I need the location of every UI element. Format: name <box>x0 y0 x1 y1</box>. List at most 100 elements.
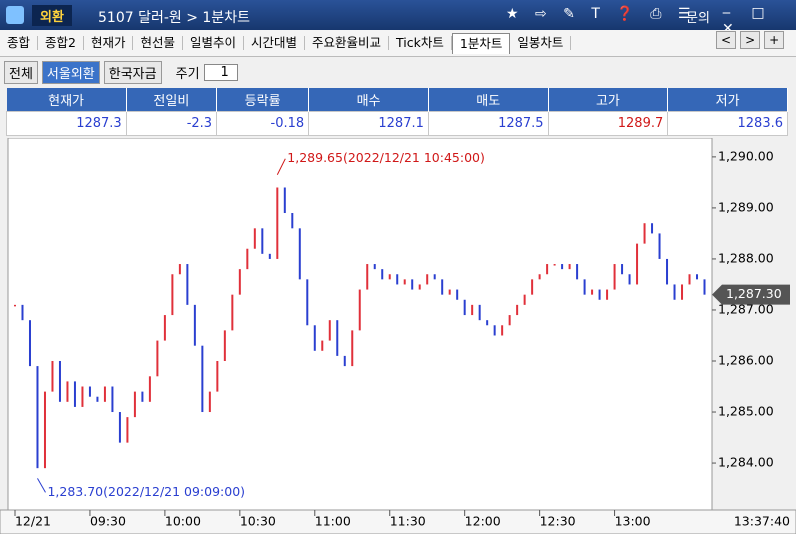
filter-button[interactable]: 한국자금 <box>103 60 162 84</box>
tab[interactable]: Tick차트 <box>389 36 452 50</box>
price-bar <box>591 289 594 295</box>
tab[interactable]: 종합2 <box>38 36 84 50</box>
tab[interactable]: 현선물 <box>133 36 183 50</box>
price-bar <box>681 284 684 300</box>
price-bar <box>501 325 504 336</box>
price-bar <box>156 340 159 377</box>
price-bar <box>246 248 249 270</box>
price-bar <box>96 396 99 402</box>
price-bar <box>621 264 624 275</box>
price-bar <box>21 304 24 321</box>
price-bar <box>276 187 279 259</box>
title-bar: 외환 5107 달러-원 > 1분차트 ★ ⇨ ✎ T ❓ ⎙ ☰ 문의 ‒ □… <box>0 0 796 37</box>
price-bar <box>613 264 616 290</box>
price-bar <box>193 304 196 346</box>
price-bar <box>523 294 526 305</box>
app-icon <box>6 6 24 24</box>
y-tick-label: 1,287.00 <box>718 301 774 316</box>
filter-button[interactable]: 전체 <box>4 60 38 84</box>
tab[interactable]: 종합 <box>0 36 39 50</box>
quote-value: 1287.3 <box>6 111 127 136</box>
price-bar <box>291 213 294 229</box>
price-bar <box>13 304 16 307</box>
x-tick-label: 10:30 <box>240 514 276 529</box>
price-bar <box>43 391 46 469</box>
tab[interactable]: 1분차트 <box>451 32 511 54</box>
price-bar <box>666 258 669 285</box>
price-bar <box>576 264 579 280</box>
annotation-arrow <box>276 158 286 175</box>
price-bar <box>471 304 474 316</box>
price-bar <box>231 294 234 331</box>
price-bar <box>628 274 631 285</box>
price-bar <box>171 274 174 316</box>
price-bar <box>28 320 31 367</box>
price-bar <box>441 279 444 295</box>
period-input[interactable]: 1 <box>203 63 238 81</box>
price-bar <box>688 274 691 285</box>
quote-header: 매도 <box>428 88 549 112</box>
price-bar <box>111 386 114 413</box>
price-bar <box>366 264 369 290</box>
filter-button[interactable]: 서울외환 <box>41 60 100 84</box>
price-bar <box>186 264 189 305</box>
price-bar <box>418 284 421 290</box>
price-bar <box>388 274 391 280</box>
price-bar <box>606 289 609 300</box>
price-bar <box>328 320 331 341</box>
toolbar-icons[interactable]: ★ ⇨ ✎ T ❓ ⎙ ☰ <box>506 6 697 22</box>
x-tick-label: 11:00 <box>315 514 351 529</box>
price-bar <box>208 391 211 413</box>
price-bar <box>73 381 76 407</box>
period-label: 주기 <box>175 66 200 82</box>
x-tick-label: 13:00 <box>615 514 651 529</box>
quote-header: 전일비 <box>126 88 218 112</box>
window-controls[interactable]: ‒ □ ✕ <box>722 5 773 37</box>
price-bar <box>51 360 54 392</box>
price-bar <box>433 274 436 280</box>
window-title: 5107 달러-원 > 1분차트 <box>98 10 250 26</box>
price-bar <box>636 243 639 285</box>
quote-value: 1283.6 <box>667 111 788 136</box>
price-bar <box>133 391 136 418</box>
price-bar <box>486 320 489 326</box>
price-bar <box>673 284 676 300</box>
help[interactable]: 문의 <box>686 11 710 26</box>
price-bar <box>141 391 144 402</box>
price-bar <box>403 279 406 285</box>
price-bar <box>253 228 256 249</box>
tab[interactable]: 일봉차트 <box>510 36 572 50</box>
current-time: 13:37:40 <box>734 514 790 529</box>
quote-header: 등락률 <box>216 88 310 112</box>
price-bar <box>583 279 586 295</box>
x-tick-label: 12/21 <box>15 514 51 529</box>
x-tick-label: 10:00 <box>165 514 201 529</box>
quote-value: 1287.1 <box>308 111 429 136</box>
annotation: 1,289.65(2022/12/21 10:45:00) <box>287 150 485 165</box>
price-bar <box>538 274 541 280</box>
price-bar <box>381 269 384 280</box>
tab[interactable]: 시간대별 <box>244 36 306 50</box>
price-bar <box>148 376 151 402</box>
tab[interactable]: 현재가 <box>84 36 134 50</box>
tab-scroll[interactable]: < > + <box>712 31 790 53</box>
quote-value: -0.18 <box>216 111 310 136</box>
current-price-tag <box>712 284 790 305</box>
y-tick-label: 1,286.00 <box>718 352 774 367</box>
price-bar <box>298 228 301 280</box>
quote-header: 고가 <box>548 88 669 112</box>
price-bar <box>313 325 316 351</box>
price-bar <box>531 279 534 295</box>
tab[interactable]: 일별추이 <box>183 36 245 50</box>
price-bar <box>238 269 241 295</box>
price-bar <box>493 325 496 336</box>
x-tick-label: 12:30 <box>540 514 576 529</box>
current-price-label: 1,287.30 <box>726 286 782 301</box>
tab[interactable]: 주요환율비교 <box>305 36 390 50</box>
price-bar <box>478 304 481 321</box>
price-bar <box>283 187 286 214</box>
price-bar <box>553 264 556 266</box>
price-bar <box>126 417 129 443</box>
badge: 외환 <box>32 5 72 26</box>
quote-value: 1287.5 <box>427 111 549 136</box>
